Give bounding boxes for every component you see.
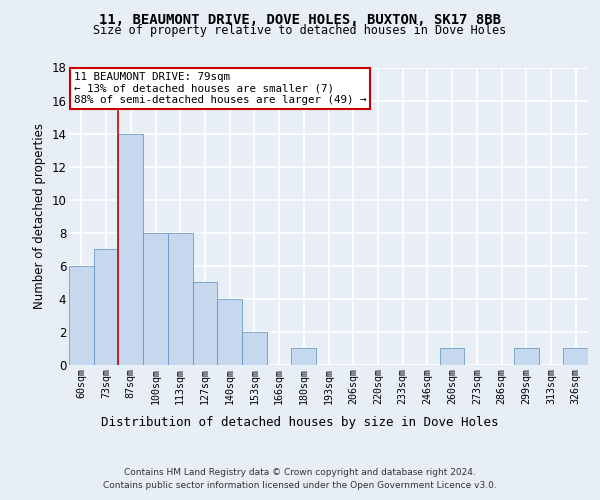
Bar (94, 250, 118, 365)
Y-axis label: Number of detached properties: Number of detached properties (32, 123, 46, 309)
Bar (69, 266, 94, 365)
Text: 11, BEAUMONT DRIVE, DOVE HOLES, BUXTON, SK17 8BB: 11, BEAUMONT DRIVE, DOVE HOLES, BUXTON, … (99, 12, 501, 26)
Bar (242, 332, 267, 365)
Bar (440, 348, 464, 365)
Bar (292, 348, 316, 365)
Text: 11 BEAUMONT DRIVE: 79sqm
← 13% of detached houses are smaller (7)
88% of semi-de: 11 BEAUMONT DRIVE: 79sqm ← 13% of detach… (74, 72, 367, 105)
Bar (514, 348, 539, 365)
Bar (143, 233, 168, 365)
Bar (168, 233, 193, 365)
Bar (563, 348, 588, 365)
Text: Distribution of detached houses by size in Dove Holes: Distribution of detached houses by size … (101, 416, 499, 429)
Text: Contains public sector information licensed under the Open Government Licence v3: Contains public sector information licen… (103, 482, 497, 490)
Text: Size of property relative to detached houses in Dove Holes: Size of property relative to detached ho… (94, 24, 506, 37)
Bar (193, 282, 217, 365)
Bar (217, 299, 242, 365)
Bar (118, 134, 143, 365)
Text: Contains HM Land Registry data © Crown copyright and database right 2024.: Contains HM Land Registry data © Crown c… (124, 468, 476, 477)
